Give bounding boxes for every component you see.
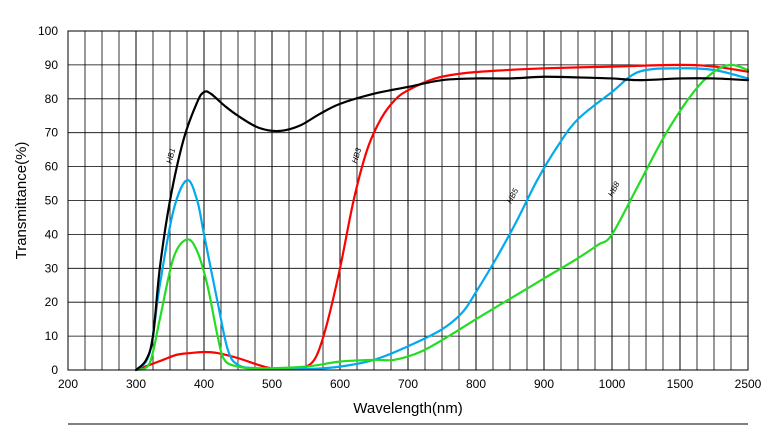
plot-frame bbox=[67, 30, 749, 371]
tick-labels: 0 10 20 30 40 50 60 70 80 90 100 200 300 400 500 600 700… bbox=[38, 24, 762, 391]
y-tick-label: 40 bbox=[45, 227, 59, 241]
x-tick-label: 700 bbox=[398, 377, 418, 391]
x-tick-label: 2500 bbox=[735, 377, 762, 391]
x-tick-label: 400 bbox=[194, 377, 214, 391]
y-tick-label: 20 bbox=[45, 295, 59, 309]
x-tick-label: 600 bbox=[330, 377, 350, 391]
y-tick-label: 80 bbox=[45, 92, 59, 106]
y-tick-label: 60 bbox=[45, 160, 59, 174]
y-tick-label: 100 bbox=[38, 24, 58, 38]
x-axis-title: Wavelength(nm) bbox=[353, 400, 462, 417]
y-tick-label: 0 bbox=[51, 363, 58, 377]
x-tick-label: 500 bbox=[262, 377, 282, 391]
x-tick-label: 1500 bbox=[667, 377, 694, 391]
series-line-hb8 bbox=[134, 63, 750, 372]
x-tick-label: 1000 bbox=[599, 377, 626, 391]
curves bbox=[134, 63, 750, 372]
series-labels: HB1 HB3 HB5 HB8 bbox=[165, 146, 622, 205]
x-tick-label: 800 bbox=[466, 377, 486, 391]
grid bbox=[68, 31, 748, 370]
series-label-hb5: HB5 bbox=[505, 186, 521, 204]
series-line-hb1 bbox=[134, 75, 750, 372]
series-label-hb8: HB8 bbox=[606, 180, 622, 198]
x-tick-label: 900 bbox=[534, 377, 554, 391]
y-tick-label: 90 bbox=[45, 58, 59, 72]
y-tick-label: 70 bbox=[45, 126, 59, 140]
x-tick-label: 300 bbox=[126, 377, 146, 391]
x-tick-label: 200 bbox=[58, 377, 78, 391]
y-tick-label: 30 bbox=[45, 261, 59, 275]
series-line-hb3 bbox=[134, 63, 750, 372]
y-tick-label: 10 bbox=[45, 329, 59, 343]
series-label-hb3: HB3 bbox=[350, 146, 364, 164]
y-tick-label: 50 bbox=[45, 194, 59, 208]
series-label-hb1: HB1 bbox=[165, 147, 177, 164]
series-line-hb5 bbox=[134, 67, 750, 372]
y-axis-title: Transmittance(%) bbox=[13, 142, 30, 260]
